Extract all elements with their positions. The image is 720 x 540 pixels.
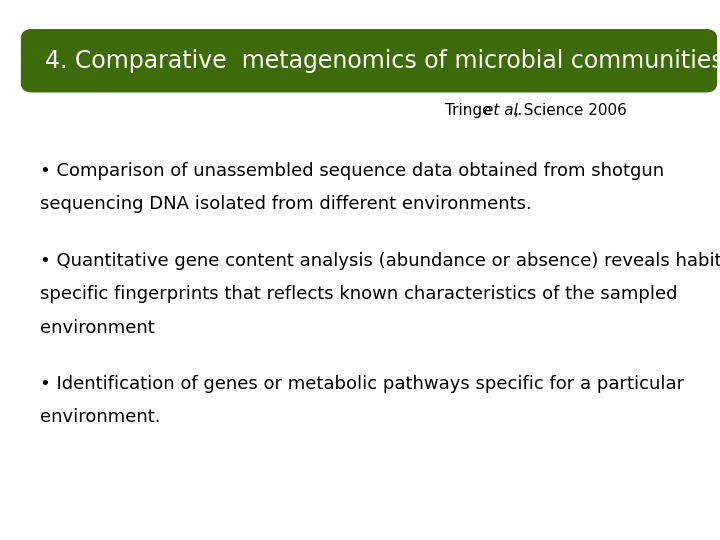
Text: sequencing DNA isolated from different environments.: sequencing DNA isolated from different e…	[40, 195, 531, 213]
Text: • Identification of genes or metabolic pathways specific for a particular: • Identification of genes or metabolic p…	[40, 375, 684, 393]
Text: Tringe: Tringe	[445, 103, 497, 118]
Text: , Science 2006: , Science 2006	[514, 103, 627, 118]
Text: et al.: et al.	[484, 103, 523, 118]
Text: • Comparison of unassembled sequence data obtained from shotgun: • Comparison of unassembled sequence dat…	[40, 162, 664, 180]
Text: environment.: environment.	[40, 408, 160, 426]
Text: environment: environment	[40, 319, 154, 336]
Text: specific fingerprints that reflects known characteristics of the sampled: specific fingerprints that reflects know…	[40, 285, 677, 303]
FancyBboxPatch shape	[22, 30, 716, 92]
Text: • Quantitative gene content analysis (abundance or absence) reveals habitat: • Quantitative gene content analysis (ab…	[40, 252, 720, 269]
Text: 4. Comparative  metagenomics of microbial communities: 4. Comparative metagenomics of microbial…	[45, 49, 720, 73]
